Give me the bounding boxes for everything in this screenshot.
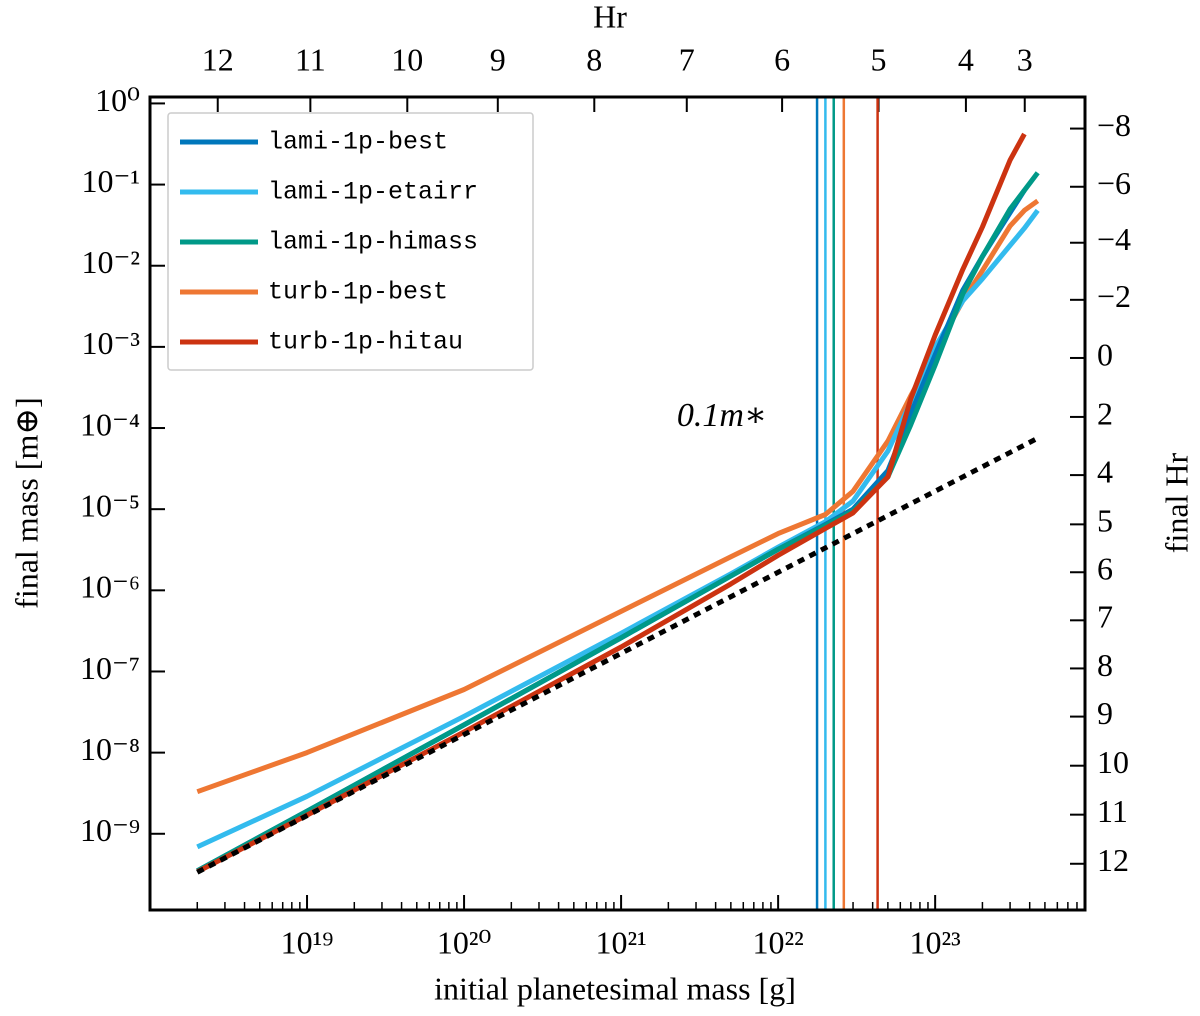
x-tick-label: 10²¹ xyxy=(595,924,646,960)
x-tick-label: 10²² xyxy=(753,924,804,960)
top-tick-label: 11 xyxy=(295,41,326,77)
right-tick-label: −2 xyxy=(1097,278,1131,314)
y-tick-label: 10⁻¹ xyxy=(82,163,140,199)
top-tick-label: 9 xyxy=(490,41,506,77)
y-tick-label: 10⁻³ xyxy=(82,325,140,361)
right-tick-label: −4 xyxy=(1097,221,1131,257)
x-tick-label: 10²³ xyxy=(910,924,961,960)
legend-label: turb-1p-best xyxy=(268,278,448,307)
y-tick-label: 10⁻² xyxy=(82,244,140,280)
right-axis-title: final Hr xyxy=(1158,452,1194,553)
x-tick-label: 10¹⁹ xyxy=(281,924,334,960)
y-tick-label: 10⁻⁶ xyxy=(80,569,140,605)
y-tick-label: 10⁰ xyxy=(95,82,140,118)
right-tick-label: 11 xyxy=(1097,793,1128,829)
right-tick-label: 4 xyxy=(1097,453,1113,489)
right-tick-label: 8 xyxy=(1097,647,1113,683)
reference-line xyxy=(196,435,1039,875)
series-line xyxy=(196,132,1027,875)
top-tick-label: 3 xyxy=(1017,41,1033,77)
right-tick-label: 12 xyxy=(1097,842,1129,878)
top-tick-label: 10 xyxy=(391,41,423,77)
x-tick-label: 10²⁰ xyxy=(437,924,491,960)
x-axis-title: initial planetesimal mass [g] xyxy=(434,970,796,1006)
plot-frame xyxy=(148,95,1087,912)
top-tick-label: 12 xyxy=(202,41,234,77)
y-tick-label: 10⁻⁵ xyxy=(80,488,140,524)
right-tick-label: 2 xyxy=(1097,395,1113,431)
legend-label: lami-1p-best xyxy=(268,128,448,157)
series-line xyxy=(196,198,1040,795)
right-tick-label: 6 xyxy=(1097,551,1113,587)
legend-label: turb-1p-hitau xyxy=(268,328,463,357)
top-tick-label: 4 xyxy=(958,41,974,77)
y-tick-label: 10⁻⁹ xyxy=(80,812,140,848)
y-axis-title: final mass [m⊕] xyxy=(8,397,44,609)
right-tick-label: −6 xyxy=(1097,165,1131,201)
right-tick-label: −8 xyxy=(1097,107,1131,143)
right-tick-label: 9 xyxy=(1097,695,1113,731)
legend-label: lami-1p-etairr xyxy=(268,178,478,207)
legend-box xyxy=(167,112,534,371)
top-tick-label: 6 xyxy=(774,41,790,77)
legend-label: lami-1p-himass xyxy=(268,228,478,257)
top-axis-title: Hr xyxy=(593,0,627,34)
top-tick-label: 8 xyxy=(586,41,602,77)
right-tick-label: 7 xyxy=(1097,599,1113,635)
y-tick-label: 10⁻⁸ xyxy=(80,731,140,767)
right-tick-label: 10 xyxy=(1097,744,1129,780)
right-tick-label: 0 xyxy=(1097,336,1113,372)
y-tick-label: 10⁻⁷ xyxy=(80,650,140,686)
annotation: 0.1m∗ xyxy=(677,397,767,434)
right-tick-label: 5 xyxy=(1097,503,1113,539)
y-tick-label: 10⁻⁴ xyxy=(80,406,140,442)
series-line xyxy=(196,208,1040,850)
top-tick-label: 7 xyxy=(679,41,695,77)
top-tick-label: 5 xyxy=(871,41,887,77)
